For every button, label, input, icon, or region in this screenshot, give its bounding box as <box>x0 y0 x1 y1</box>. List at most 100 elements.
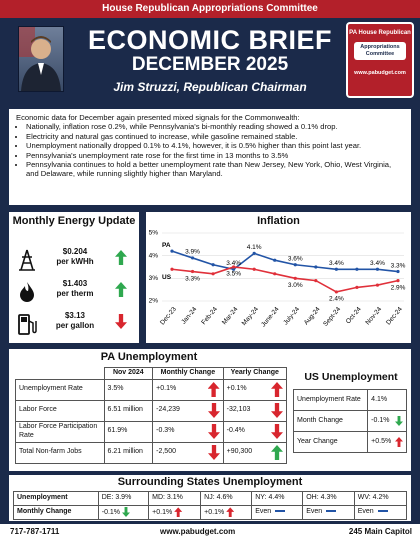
price: $3.13 <box>64 311 86 320</box>
data-label: 3.4% <box>370 260 385 267</box>
up-arrow <box>395 437 403 447</box>
inflation-panel: Inflation 2% 3% 4% 5% Dec-23 Jan-24 Feb-24 Mar-… <box>145 211 412 344</box>
point <box>314 265 318 269</box>
footer: 717-787-1711 www.pabudget.com 245 Main C… <box>0 524 420 539</box>
point <box>314 279 318 283</box>
y-tick-label: 4% <box>149 252 159 259</box>
series-name: US <box>162 274 172 281</box>
point <box>396 279 400 283</box>
cell: -0.4% <box>226 427 245 435</box>
point <box>211 263 215 267</box>
x-tick-label: Aug-24 <box>303 306 322 327</box>
up-arrow <box>271 445 283 460</box>
bullet: Pennsylvania continues to hold a better … <box>26 160 404 179</box>
down-arrow <box>271 424 283 439</box>
energy-row: $1.403 per therm <box>13 278 137 304</box>
logo-url: www.pabudget.com <box>354 70 406 76</box>
col-header: Nov 2024 <box>103 367 154 380</box>
data-label: 3.5% <box>226 271 241 278</box>
cell: DE: 3.9% <box>97 491 150 506</box>
cell: -0.1% <box>101 509 121 517</box>
y-tick-label: 2% <box>149 298 159 305</box>
bullets: Nationally, inflation rose 0.2%, while P… <box>16 122 404 178</box>
cell: +90,300 <box>226 448 253 456</box>
surrounding-panel: Surrounding States Unemployment Unemploy… <box>8 474 412 522</box>
energy-price: $0.204 per kWHh <box>45 247 105 267</box>
cell: NJ: 4.6% <box>200 491 253 506</box>
point <box>396 269 400 274</box>
point <box>252 267 256 271</box>
row-label: Labor Force Participation Rate <box>15 420 105 443</box>
cell: MD: 3.1% <box>148 491 202 506</box>
data-label: 4.1% <box>247 244 262 251</box>
point <box>355 285 359 289</box>
cell: OH: 4.3% <box>302 491 355 506</box>
point <box>334 267 338 271</box>
bullet: Nationally, inflation rose 0.2%, while P… <box>26 122 404 131</box>
org-bar: House Republican Appropriations Committe… <box>0 0 420 18</box>
cell: 3.5% <box>103 378 154 401</box>
point <box>170 267 174 271</box>
down-arrow <box>208 445 220 460</box>
x-tick-label: Sept-24 <box>322 306 342 328</box>
data-label: 2.4% <box>329 296 344 303</box>
cell: -32,103 <box>226 406 251 414</box>
row-label: Monthly Change <box>13 505 99 520</box>
x-tick-label: Mar-24 <box>221 306 240 327</box>
header: ECONOMIC BRIEF DECEMBER 2025 Jim Struzzi… <box>0 18 420 104</box>
unemployment-panel: PA Unemployment Nov 2024 Monthly Change Ye… <box>8 348 412 472</box>
x-tick-label: Jan-24 <box>180 306 198 326</box>
cell: +0.1% <box>152 509 173 517</box>
y-tick-label: 3% <box>149 275 159 282</box>
x-tick-label: Feb-24 <box>200 306 219 327</box>
price: $0.204 <box>62 247 88 256</box>
states-table: Unemployment DE: 3.9% MD: 3.1% NJ: 4.6% NY: … <box>13 491 408 520</box>
address: 245 Main Capitol <box>348 527 412 536</box>
row-label: Unemployment <box>13 491 99 506</box>
energy-price: $1.403 per therm <box>45 279 105 299</box>
data-label: 3.6% <box>288 255 303 262</box>
data-label: 3.4% <box>329 260 344 267</box>
x-tick-label: June-24 <box>260 306 281 329</box>
even-dash <box>377 510 388 513</box>
x-tick-label: Dec-23 <box>159 306 178 327</box>
energy-row: $0.204 per kWHh <box>13 246 137 272</box>
x-tick-label: Nov-24 <box>364 306 383 327</box>
data-label: 3.3% <box>391 262 406 269</box>
point <box>375 267 380 271</box>
inflation-title: Inflation <box>257 215 300 227</box>
y-tick-label: 5% <box>149 230 159 237</box>
cell: -0.1% <box>371 416 390 424</box>
chairman: Jim Struzzi, Republican Chairman <box>113 80 307 94</box>
down-arrow <box>208 403 220 418</box>
point <box>273 272 277 276</box>
energy-panel: Monthly Energy Update $0.204 per kWHh $1.… <box>8 211 140 344</box>
data-label: 3.4% <box>226 260 241 267</box>
x-tick-label: Oct-24 <box>345 306 363 326</box>
series-name: PA <box>162 242 171 249</box>
point <box>232 265 236 269</box>
row-label: Unemployment Rate <box>15 378 105 401</box>
inflation-chart: 2%3%4%5%Dec-23 Jan-24 Feb-24 Mar-24 May-24 Ju… <box>149 230 406 329</box>
cell: -24,239 <box>156 406 180 414</box>
row-label: Labor Force <box>15 399 105 422</box>
brief-title: ECONOMIC BRIEF <box>87 25 332 55</box>
cell: +0.1% <box>156 385 177 393</box>
header-title: ECONOMIC BRIEF DECEMBER 2025 Jim Struzzi… <box>80 26 340 95</box>
portrait <box>18 26 64 92</box>
summary: Economic data for December again present… <box>8 108 412 206</box>
pa-table: Nov 2024 Monthly Change Yearly Change Unem… <box>15 367 288 464</box>
row-label: Total Non-farm Jobs <box>15 441 105 464</box>
series-line <box>171 250 399 273</box>
cell: +0.1% <box>226 385 247 393</box>
point <box>252 251 256 255</box>
col-header: Yearly Change <box>222 367 288 380</box>
up-arrow <box>207 382 220 397</box>
point <box>190 269 195 274</box>
data-label: 3.9% <box>185 249 200 256</box>
logo-middle: Appropriations Committee <box>354 42 406 60</box>
logo: PA House Republican Appropriations Commi… <box>346 22 414 98</box>
row-label: Year Change <box>292 431 369 453</box>
cell: WV: 4.2% <box>353 491 408 506</box>
